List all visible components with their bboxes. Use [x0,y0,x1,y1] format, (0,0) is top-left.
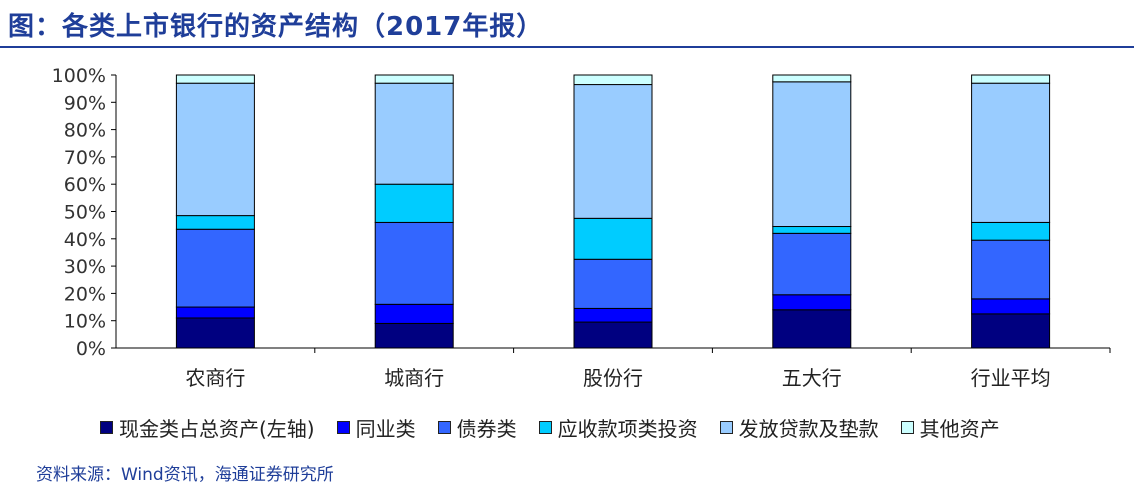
y-tick-label: 80% [64,120,106,142]
legend-item: 同业类 [336,413,416,442]
x-category-label: 城商行 [384,366,444,390]
bar-segment [175,82,255,217]
bar-segment [772,74,852,83]
y-tick-label: 10% [64,311,106,333]
bar-segment [971,239,1051,300]
bar-segment [374,221,454,305]
bar-segment [971,313,1051,349]
bar-segment [772,81,852,228]
bar-segment [971,82,1051,223]
legend-swatch [336,420,350,434]
legend-swatch [100,420,113,434]
legend-label: 其他资产 [919,416,1000,441]
legend-label: 应收款项类投资 [557,416,698,441]
bar-segment [374,322,454,349]
bar-segment [374,303,454,324]
bar-segment [772,226,852,234]
bar-segment [374,74,454,84]
bar-segment [971,74,1051,84]
legend-label: 债券类 [456,416,517,441]
bar-segment [573,307,653,323]
y-tick-label: 40% [64,229,106,251]
x-category-label: 农商行 [185,366,245,390]
chart-legend: 现金类占总资产(左轴) 同业类 债券类 应收款项类投资 发放贷款及垫款 其他资产 [100,413,1000,442]
y-tick-label: 100% [52,65,106,87]
bar-segment [573,217,653,260]
bar-segment [573,74,653,86]
bar-segment [772,294,852,311]
legend-swatch [719,420,733,434]
legend-item: 现金类占总资产(左轴) [100,413,315,442]
legend-item: 其他资产 [900,413,1000,442]
y-tick-label: 0% [76,338,106,360]
bar-segment [772,309,852,349]
legend-label: 同业类 [355,416,416,441]
x-category-label: 行业平均 [971,366,1051,390]
legend-label: 现金类占总资产(左轴) [119,416,315,441]
x-category-label: 股份行 [583,366,643,390]
bar-segment [374,82,454,185]
chart-title: 图：各类上市银行的资产结构（2017年报） [8,12,544,42]
bar-segment [374,183,454,223]
legend-label: 发放贷款及垫款 [738,416,879,441]
bar-segment [573,258,653,309]
bar-segment [175,306,255,319]
y-tick-label: 30% [64,256,106,278]
y-tick-label: 20% [64,283,106,305]
bar-segment [573,321,653,349]
source-note: 资料来源：Wind资讯，海通证券研究所 [36,465,334,485]
bar-segment [573,84,653,219]
bar-segment [971,221,1051,241]
y-tick-label: 50% [64,202,106,224]
bar-segment [175,317,255,349]
bar-segment [772,232,852,296]
bar-segment [971,298,1051,315]
title-underline [0,46,1134,48]
y-tick-label: 60% [64,174,106,196]
legend-item: 债券类 [437,413,517,442]
legend-swatch [538,420,552,434]
legend-swatch [437,420,451,434]
legend-item: 应收款项类投资 [538,413,698,442]
stacked-bar-chart: 0% 10% 20% 30% 40% 50% 60% 70% 80% 90% 100% 农商行 城商行 股… [52,65,1111,390]
legend-swatch [900,420,914,434]
legend-item: 发放贷款及垫款 [719,413,879,442]
bar-segment [175,74,255,84]
x-category-label: 五大行 [782,366,842,390]
y-tick-label: 90% [64,92,106,114]
y-tick-label: 70% [64,147,106,169]
bar-segment [175,215,255,230]
bar-segment [175,228,255,308]
